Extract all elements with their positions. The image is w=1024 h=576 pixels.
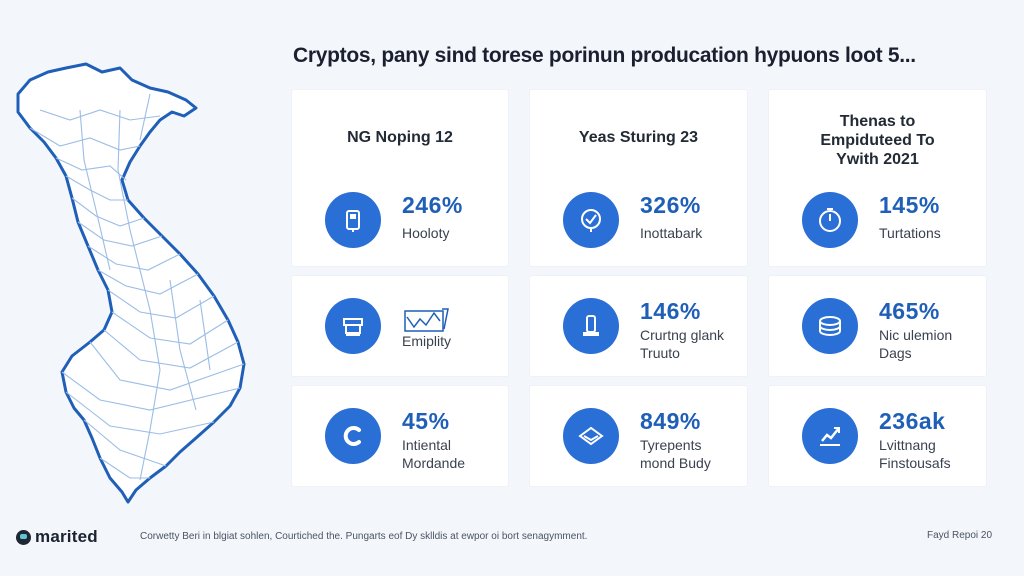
brand-logo: marited [16,527,98,547]
metric-value: 465% [879,298,940,324]
metric-value: 326% [640,192,701,218]
metric-value: 145% [879,192,940,218]
metric-value: 246% [402,192,463,218]
metric-label: Crurtng glank Truuto [640,327,725,361]
envelope-icon [563,408,619,464]
metrics-grid: NG Noping 12 246% Hooloty Yeas Sturing 2… [292,90,986,486]
metric-label: Turtations [879,225,941,241]
footer-text: Corwetty Beri in blgiat sohlen, Courtich… [140,531,588,542]
clock-icon [802,192,858,248]
brand-name: marited [35,527,98,546]
country-map [16,62,246,504]
metric-label: Tyrepents mond Budy [640,437,711,471]
metric-value: 236ak [879,408,946,434]
page-title: Cryptos, pany sind torese porinun produc… [293,44,916,67]
metric-card: 45% Intiental Mordande [292,386,508,486]
metric-card: 465% Nic ulemion Dags [769,276,986,376]
metric-value: 146% [640,298,701,324]
chart-up-icon [802,408,858,464]
metric-label: Emiplity [402,333,452,349]
metric-value: 849% [640,408,701,434]
metric-card: 236ak Lvittnang Finstousafs [769,386,986,486]
coin-stack-icon [802,298,858,354]
metric-card: Thenas to Empiduteed To Ywith 2021 145% … [769,90,986,266]
metric-card: NG Noping 12 246% Hooloty [292,90,508,266]
metric-label: Inottabark [640,225,703,241]
metric-value: 45% [402,408,450,434]
metric-card: Emiplity [292,276,508,376]
mini-chart-icon [404,308,449,332]
metric-label: Nic ulemion Dags [879,327,953,361]
metric-card: 849% Tyrepents mond Budy [530,386,747,486]
metric-card: Yeas Sturing 23 326% Inottabark [530,90,747,266]
brand-icon [16,529,31,545]
wallet-icon [325,192,381,248]
shield-check-icon [563,192,619,248]
metric-label: Hooloty [402,225,450,241]
coin-c-icon [325,408,381,464]
card-title: Thenas to Empiduteed To Ywith 2021 [820,113,935,168]
footer-page-label: Fayd Repoi 20 [927,530,993,541]
metric-label: Intiental Mordande [402,437,466,471]
atm-icon [325,298,381,354]
card-title: Yeas Sturing 23 [578,129,699,146]
metric-card: 146% Crurtng glank Truuto [530,276,747,376]
metric-label: Lvittnang Finstousafs [879,437,951,471]
card-title: NG Noping 12 [347,129,453,146]
phone-icon [563,298,619,354]
